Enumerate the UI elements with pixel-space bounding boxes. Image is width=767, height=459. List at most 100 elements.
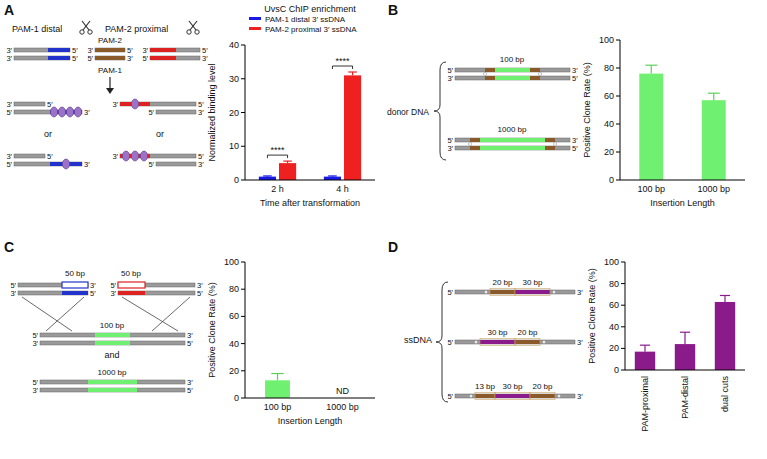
- blade: [190, 21, 197, 30]
- blade: [83, 21, 90, 30]
- y-tick: [241, 45, 245, 46]
- error-cap: [640, 345, 650, 346]
- end-label: 5′: [6, 160, 12, 169]
- x-axis-title: Insertion Length: [650, 198, 715, 208]
- x-axis-title: Insertion Length: [278, 416, 343, 426]
- bar: [635, 352, 655, 370]
- handle: [80, 30, 84, 34]
- segment: [95, 341, 130, 345]
- segment: [475, 394, 495, 398]
- segment: [545, 138, 555, 142]
- end-label: 3′: [577, 392, 583, 401]
- strand: [14, 154, 45, 158]
- segment-box: [118, 282, 145, 288]
- x-tick-label: PAM-distal: [680, 376, 690, 419]
- dot: [558, 395, 561, 398]
- y-tick: [241, 146, 245, 147]
- diagram: ssDNA20 bp30 bp5′3′30 bp20 bp5′3′13 bp30…: [404, 278, 583, 402]
- y-tick: [616, 180, 620, 181]
- significance: ****: [270, 145, 285, 155]
- strand: [18, 291, 88, 295]
- strand: [40, 380, 185, 384]
- segment: [118, 291, 145, 295]
- label: 1000 bp: [498, 125, 527, 134]
- y-tick-label: 60: [229, 311, 239, 321]
- error-cap: [271, 373, 283, 374]
- bars: [265, 374, 290, 398]
- strand: [455, 68, 570, 72]
- y-tick-label: 0: [609, 175, 614, 185]
- bar: [265, 380, 290, 398]
- bar: [715, 302, 735, 370]
- strand: [14, 102, 45, 106]
- y-tick-label: 40: [604, 119, 614, 129]
- label: 20 bp: [492, 278, 513, 287]
- y-axis-title: Positive Clone Rate (%): [587, 268, 597, 364]
- significance-bracket: [332, 66, 352, 69]
- y-tick-label: 80: [609, 279, 619, 289]
- segment: [480, 146, 545, 150]
- chart: 0102030402 h4 hTime after transformation…: [207, 4, 375, 208]
- legend-swatch: [249, 27, 261, 30]
- label: 50 bp: [65, 269, 86, 278]
- y-tick-label: 30: [229, 74, 239, 84]
- dot: [543, 341, 546, 344]
- strand: [455, 76, 570, 80]
- label: 30 bp: [522, 278, 543, 287]
- protein: [122, 151, 129, 161]
- end-label: 5′: [87, 54, 93, 63]
- y-tick-label: 0: [614, 365, 619, 375]
- x-tick-label: 100 bp: [637, 184, 665, 194]
- protein: [62, 159, 69, 169]
- end-label: 5′: [572, 144, 578, 153]
- error-cap: [348, 71, 357, 72]
- y-tick: [621, 348, 625, 349]
- label: 100 bp: [500, 55, 525, 64]
- label: or: [156, 129, 164, 139]
- panel-letter: A: [4, 2, 14, 18]
- x-tick-label: 100 bp: [264, 402, 292, 412]
- error-bar: [680, 332, 690, 344]
- protein: [131, 151, 138, 161]
- end-label: 3′: [447, 144, 453, 153]
- y-tick: [241, 78, 245, 79]
- segment: [530, 394, 555, 398]
- segment: [480, 138, 545, 142]
- end-label: 3′: [447, 74, 453, 83]
- y-tick: [616, 68, 620, 69]
- label: PAM-2: [98, 36, 122, 45]
- segment: [150, 48, 176, 52]
- y-tick-label: 10: [229, 141, 239, 151]
- chart-title: UvsC ChIP enrichment: [264, 4, 356, 14]
- end-label: 5′: [197, 289, 203, 298]
- segment: [515, 340, 540, 344]
- dot: [468, 142, 471, 145]
- handle: [187, 30, 191, 34]
- end-label: 3′: [32, 339, 38, 348]
- label: ssDNA: [404, 335, 432, 345]
- error-cap: [328, 175, 337, 176]
- dot: [485, 291, 488, 294]
- y-tick-label: 0: [234, 393, 239, 403]
- y-axis: [245, 262, 246, 398]
- strand: [40, 333, 185, 337]
- legend-label: PAM-1 distal 3′ ssDNA: [265, 15, 346, 24]
- error-bar: [348, 72, 357, 75]
- strand: [40, 388, 185, 392]
- error-bar: [640, 345, 650, 351]
- y-tick: [621, 326, 625, 327]
- panel-letter: D: [388, 239, 398, 255]
- panel-letter: C: [4, 239, 14, 255]
- segment-box: [62, 282, 88, 288]
- error-bar: [645, 65, 657, 73]
- end-label: 3′: [112, 152, 118, 161]
- error-line: [684, 332, 685, 344]
- label: 100 bp: [100, 321, 125, 330]
- handle: [195, 30, 199, 34]
- arrow-head: [106, 88, 114, 94]
- end-label: 3′: [110, 289, 116, 298]
- segment: [515, 290, 550, 294]
- y-tick-label: 20: [229, 108, 239, 118]
- strand: [14, 48, 70, 52]
- y-axis-title: Positive Clone Rate (%): [207, 282, 217, 378]
